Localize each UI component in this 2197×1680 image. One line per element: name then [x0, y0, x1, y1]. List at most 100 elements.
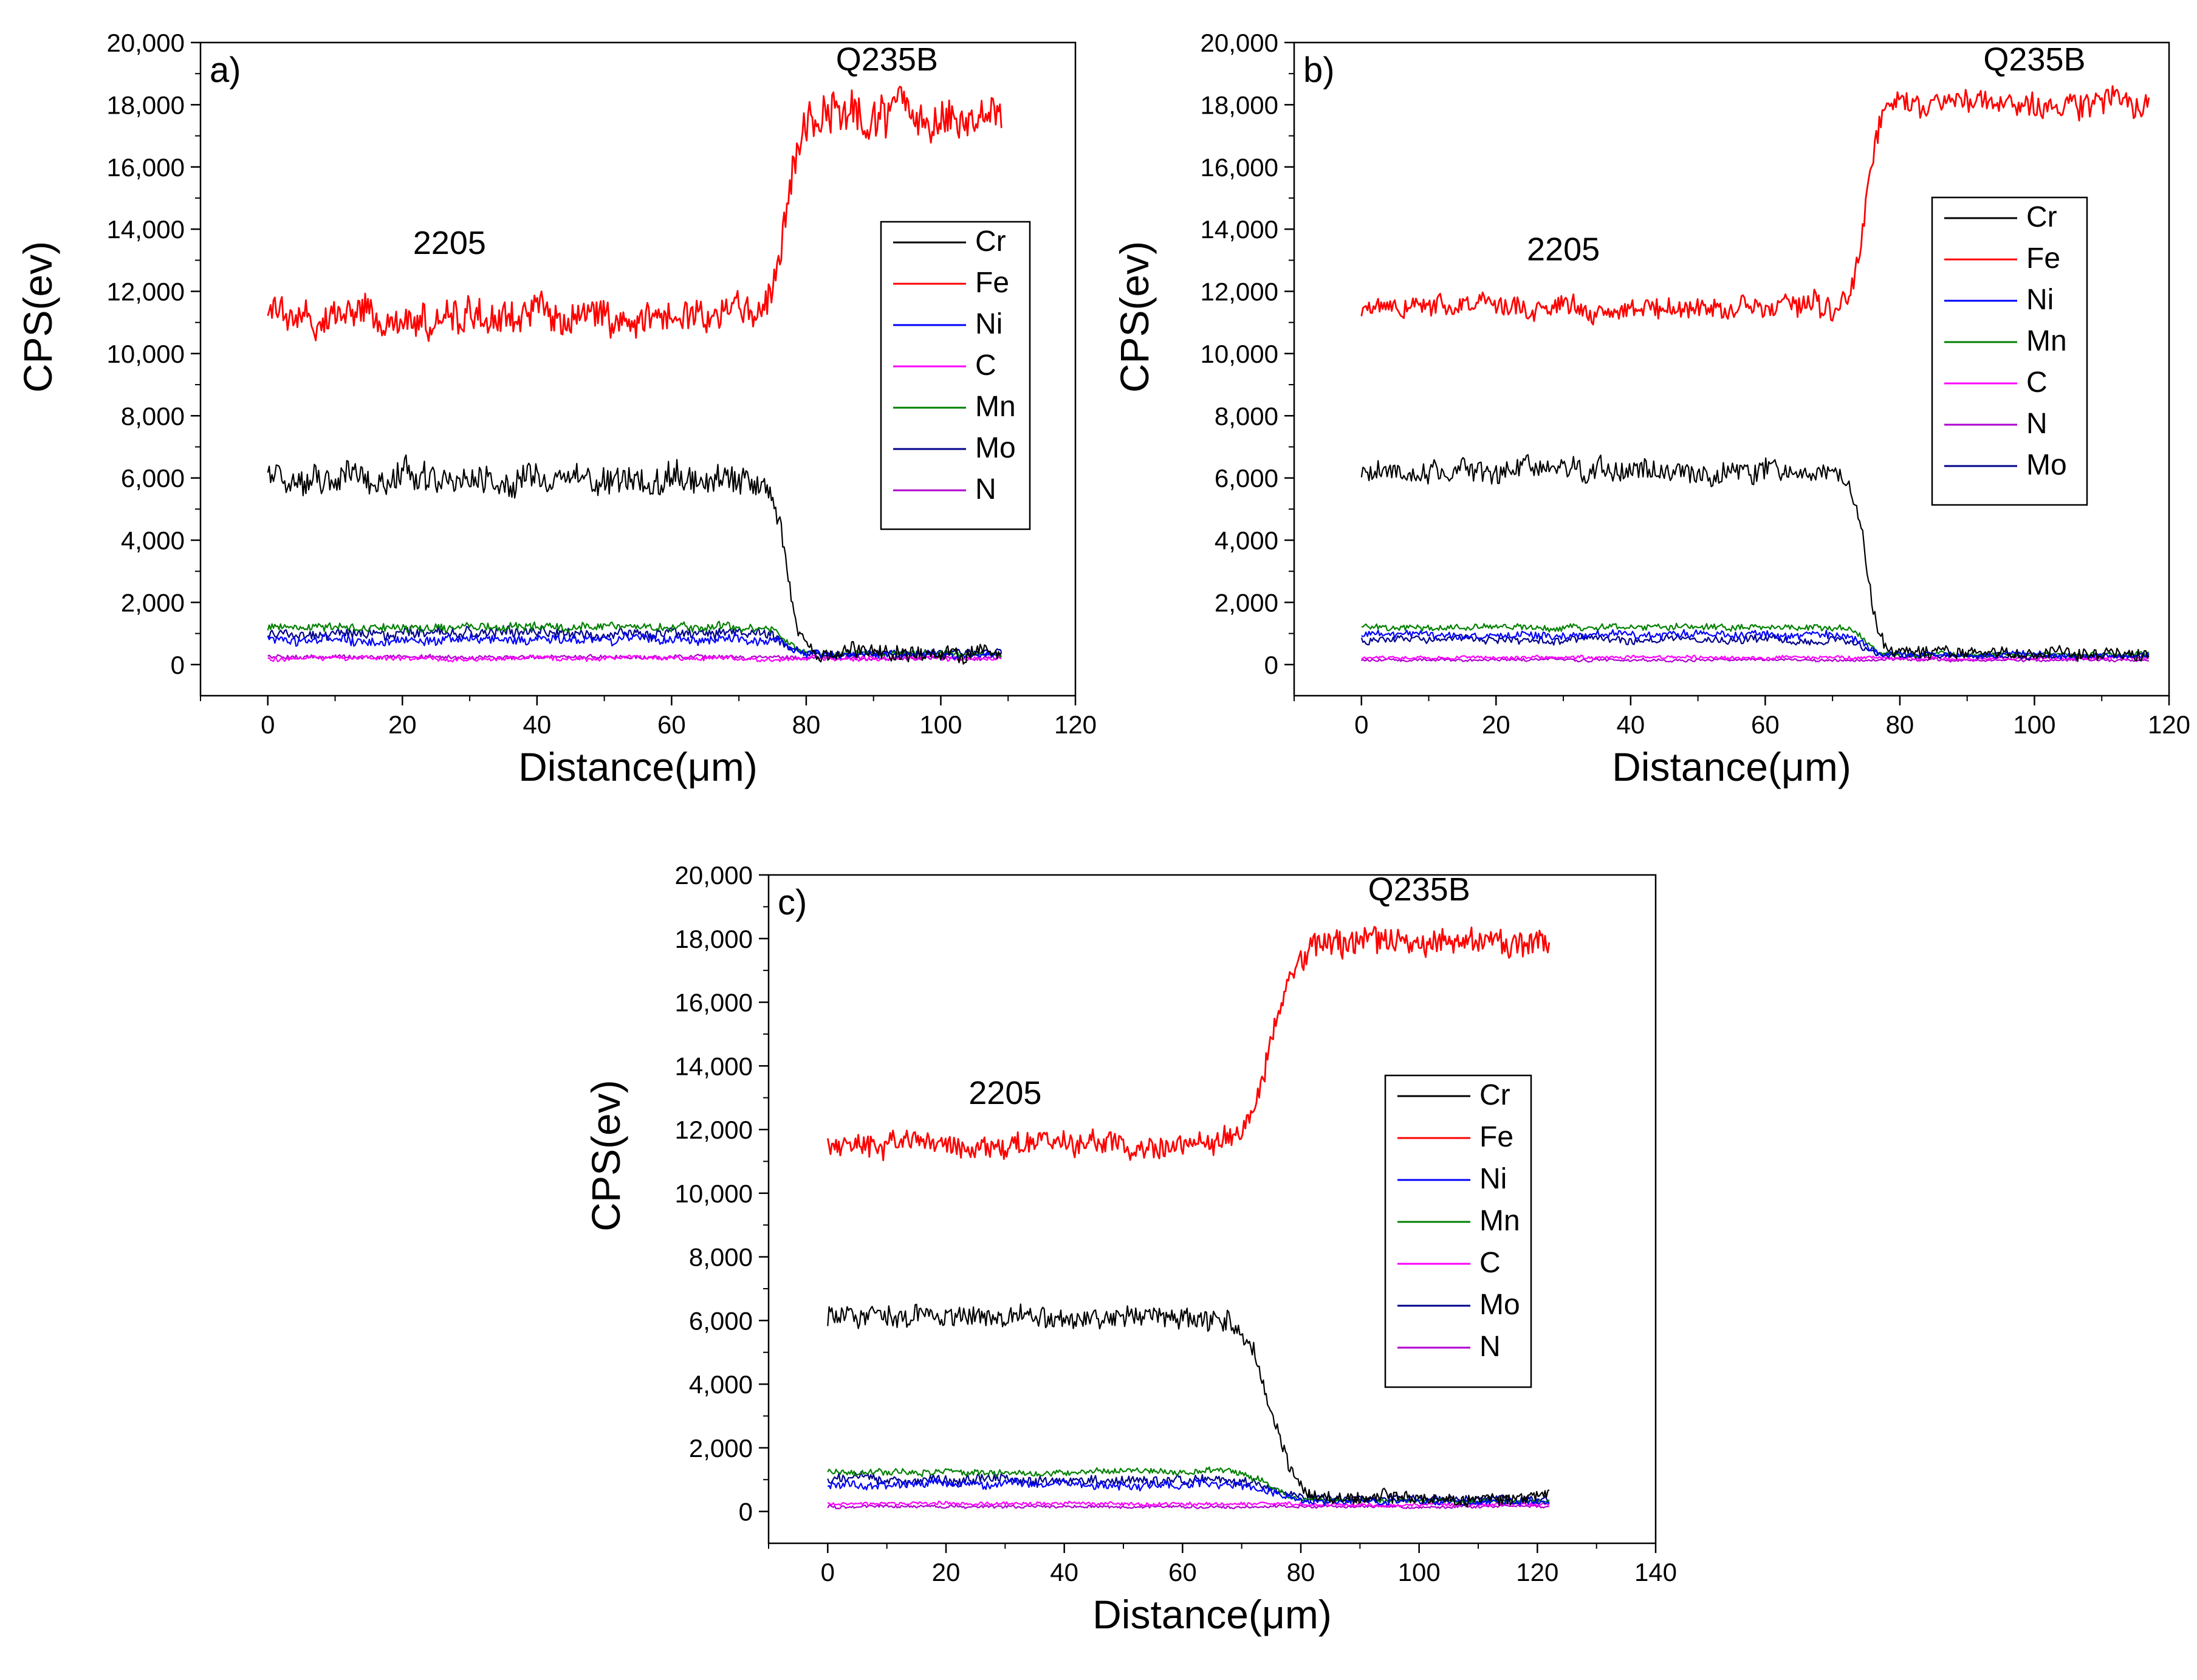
- chart-panel-b: 0 2,000 4,000 6,000 8,000 10,000 12,000 14,000 1…: [1112, 29, 2190, 789]
- y-tick-label: 8,000: [689, 1243, 753, 1272]
- panel-label: b): [1303, 50, 1335, 90]
- x-tick-label: 60: [1168, 1558, 1197, 1586]
- series-line-fe: [1360, 85, 2150, 326]
- legend-label-mo: Mo: [2026, 449, 2067, 481]
- x-tick-label: 60: [1751, 710, 1780, 739]
- x-axis-title: Distance(μm): [1092, 1592, 1332, 1637]
- legend-label-c: C: [2026, 366, 2048, 399]
- legend-label-fe: Fe: [1479, 1121, 1513, 1153]
- x-tick-label: 60: [657, 710, 686, 739]
- y-tick-label: 14,000: [675, 1052, 753, 1080]
- series-line-n: [827, 1504, 1549, 1510]
- y-tick-label: 16,000: [675, 989, 753, 1017]
- y-axis-title: CPS(ev): [583, 1080, 628, 1231]
- x-tick-label: 20: [388, 710, 417, 739]
- series-line-c: [267, 654, 1003, 663]
- panel-label: c): [778, 883, 807, 922]
- annotation-2205: 2205: [968, 1075, 1041, 1111]
- chart-panel-a: 0 2,000 4,000 6,000 8,000 10,000 12,000 14,000 1…: [15, 29, 1097, 789]
- x-tick-label: 40: [523, 710, 551, 739]
- legend-label-n: N: [2026, 408, 2048, 440]
- plot-frame: [199, 41, 1077, 697]
- y-tick-label: 12,000: [1201, 278, 1278, 306]
- legend-label-cr: Cr: [975, 225, 1006, 258]
- series-line-mn: [267, 620, 1003, 658]
- annotation-2205: 2205: [1527, 231, 1600, 267]
- annotation-q235b: Q235B: [1983, 41, 2085, 78]
- y-tick-label: 6,000: [689, 1306, 753, 1335]
- series-line-ni: [267, 632, 1003, 661]
- legend-label-mn: Mn: [1479, 1205, 1520, 1237]
- annotation-q235b: Q235B: [1368, 871, 1470, 908]
- x-tick-label: 80: [792, 710, 821, 739]
- series-line-cr: [827, 1303, 1550, 1508]
- series-line-fe: [267, 86, 1003, 342]
- y-tick-label: 10,000: [107, 340, 185, 368]
- y-tick-label: 4,000: [689, 1370, 753, 1399]
- legend-label-mo: Mo: [1479, 1289, 1520, 1321]
- x-tick-label: 0: [1354, 710, 1368, 739]
- legend-label-c: C: [975, 349, 996, 382]
- y-tick-label: 14,000: [1201, 215, 1278, 244]
- legend-label-ni: Ni: [2026, 284, 2054, 316]
- y-tick-label: 10,000: [1201, 340, 1278, 368]
- y-tick-label: 16,000: [107, 153, 185, 182]
- legend-label-ni: Ni: [975, 308, 1003, 340]
- y-tick-label: 2,000: [1215, 588, 1278, 617]
- y-tick-label: 18,000: [107, 91, 185, 119]
- y-tick-label: 2,000: [689, 1434, 753, 1462]
- legend: Cr Fe Ni C Mn Mo N: [880, 221, 1031, 530]
- legend-label-c: C: [1479, 1247, 1501, 1279]
- y-tick-label: 14,000: [107, 215, 185, 244]
- legend-label-ni: Ni: [1479, 1163, 1507, 1195]
- x-tick-label: 120: [1054, 710, 1097, 739]
- y-axis-title: CPS(ev): [15, 241, 60, 393]
- y-tick-label: 12,000: [675, 1116, 753, 1144]
- plot-frame: [1293, 41, 2170, 697]
- x-tick-label: 80: [1886, 710, 1914, 739]
- legend-box: [1931, 196, 2088, 506]
- legend-label-mo: Mo: [975, 432, 1016, 464]
- legend-label-mn: Mn: [2026, 325, 2067, 357]
- legend-label-fe: Fe: [975, 267, 1009, 299]
- legend: Cr Fe Ni Mn C Mo N: [1384, 1074, 1532, 1388]
- y-tick-label: 10,000: [675, 1179, 753, 1208]
- panel-label: a): [210, 50, 241, 90]
- plot-frame: [767, 874, 1657, 1545]
- x-tick-label: 20: [932, 1558, 961, 1586]
- x-tick-label: 100: [1398, 1558, 1441, 1586]
- x-tick-label: 0: [821, 1558, 835, 1586]
- y-tick-label: 12,000: [107, 278, 185, 306]
- legend-label-cr: Cr: [1479, 1079, 1510, 1111]
- y-tick-label: 20,000: [1201, 29, 1278, 57]
- x-axis-title: Distance(μm): [518, 744, 758, 789]
- y-tick-label: 4,000: [121, 526, 185, 555]
- legend-label-mn: Mn: [975, 391, 1016, 423]
- y-tick-label: 8,000: [121, 402, 185, 430]
- x-tick-label: 120: [2148, 710, 2190, 739]
- x-tick-label: 20: [1482, 710, 1510, 739]
- y-tick-label: 2,000: [121, 588, 185, 617]
- series-line-cr: [267, 454, 1003, 665]
- y-tick-label: 16,000: [1201, 153, 1278, 182]
- legend-label-n: N: [1479, 1331, 1501, 1363]
- series-line-n: [1361, 657, 2149, 663]
- legend-box: [880, 221, 1031, 530]
- y-tick-label: 0: [171, 651, 185, 679]
- y-tick-label: 8,000: [1215, 402, 1278, 430]
- annotation-q235b: Q235B: [836, 41, 938, 78]
- series-line-cr: [1360, 454, 2150, 662]
- y-axis-title: CPS(ev): [1112, 241, 1157, 393]
- y-tick-label: 20,000: [107, 29, 185, 57]
- x-tick-label: 40: [1616, 710, 1645, 739]
- y-tick-label: 0: [1264, 651, 1278, 679]
- series-line-ni: [827, 1477, 1550, 1506]
- x-axis-title: Distance(μm): [1612, 744, 1851, 789]
- y-tick-label: 6,000: [121, 464, 185, 493]
- chart-panel-c: 0 2,000 4,000 6,000 8,000 10,000 12,000 14,000 1…: [583, 861, 1677, 1637]
- y-tick-label: 6,000: [1215, 464, 1278, 493]
- y-tick-label: 0: [739, 1498, 753, 1526]
- series-line-fe: [826, 925, 1551, 1162]
- legend-label-fe: Fe: [2026, 242, 2060, 275]
